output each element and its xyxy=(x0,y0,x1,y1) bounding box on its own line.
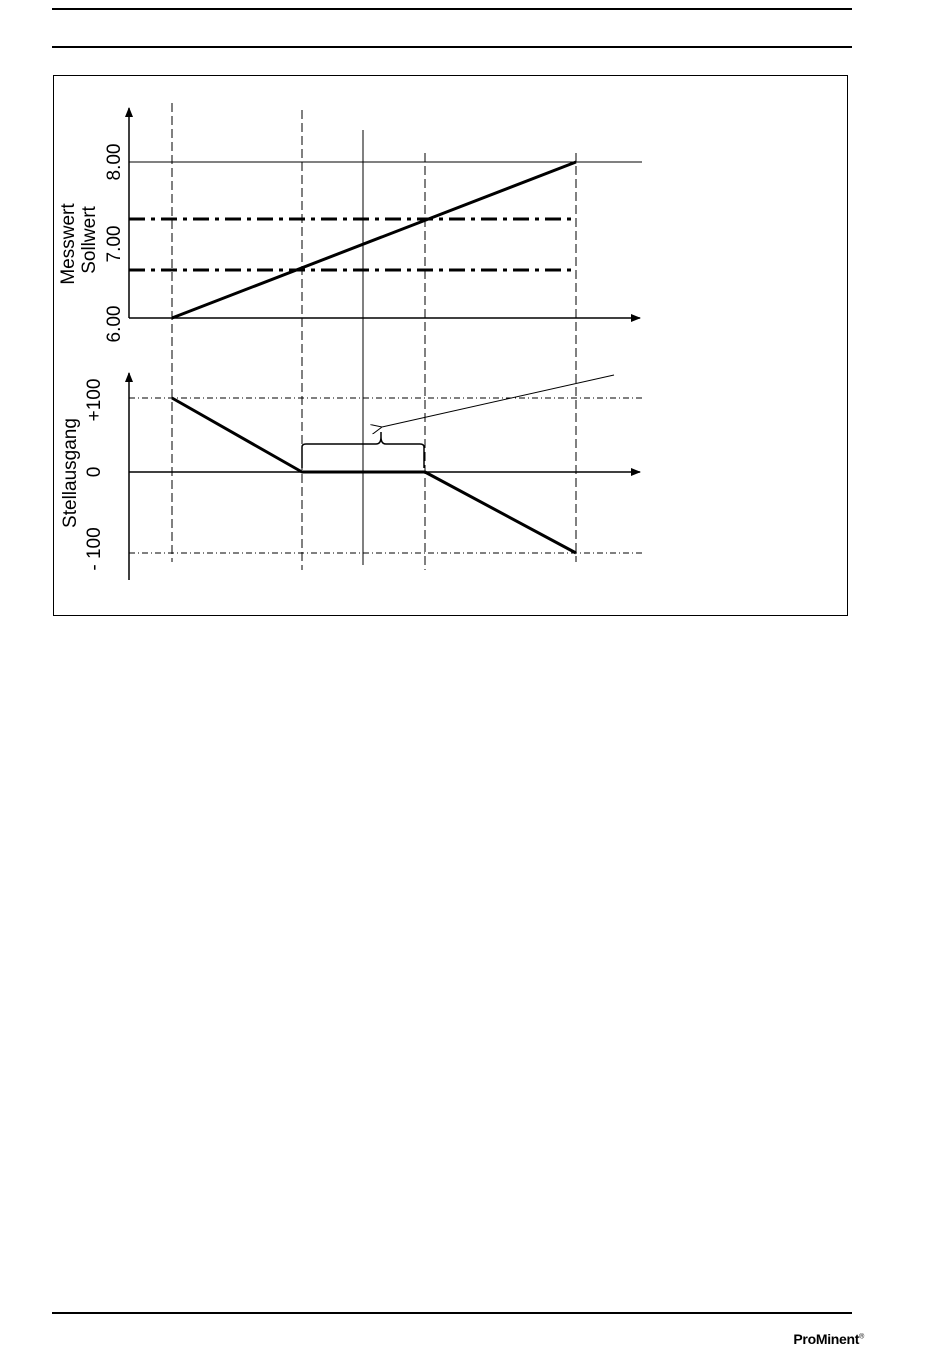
lower-axis-label: Stellausgang xyxy=(60,418,81,528)
header-rule-bottom xyxy=(52,46,852,48)
upper-axis-label-measured: Messwert xyxy=(58,203,79,285)
upper-tick-6: 6.00 xyxy=(104,306,125,343)
lower-tick-zero: 0 xyxy=(84,467,105,478)
upper-tick-7: 7.00 xyxy=(104,226,125,263)
upper-axis-label-setpoint: Sollwert xyxy=(79,205,100,273)
lower-tick-minus100: - 100 xyxy=(84,527,105,570)
figure-frame xyxy=(53,75,848,616)
callout-arrow xyxy=(382,374,615,427)
prominent-logo: ProMinent® xyxy=(793,1331,864,1347)
registered-mark: ® xyxy=(859,1333,864,1341)
measured-value-ramp xyxy=(171,160,577,320)
footer-rule xyxy=(52,1312,852,1314)
lower-tick-plus100: +100 xyxy=(84,379,105,422)
control-output-curve xyxy=(171,396,577,555)
upper-tick-8: 8.00 xyxy=(104,144,125,181)
header-rule-top xyxy=(52,8,852,10)
dead-zone-brace xyxy=(301,432,425,468)
logo-text: ProMinent xyxy=(793,1331,860,1347)
